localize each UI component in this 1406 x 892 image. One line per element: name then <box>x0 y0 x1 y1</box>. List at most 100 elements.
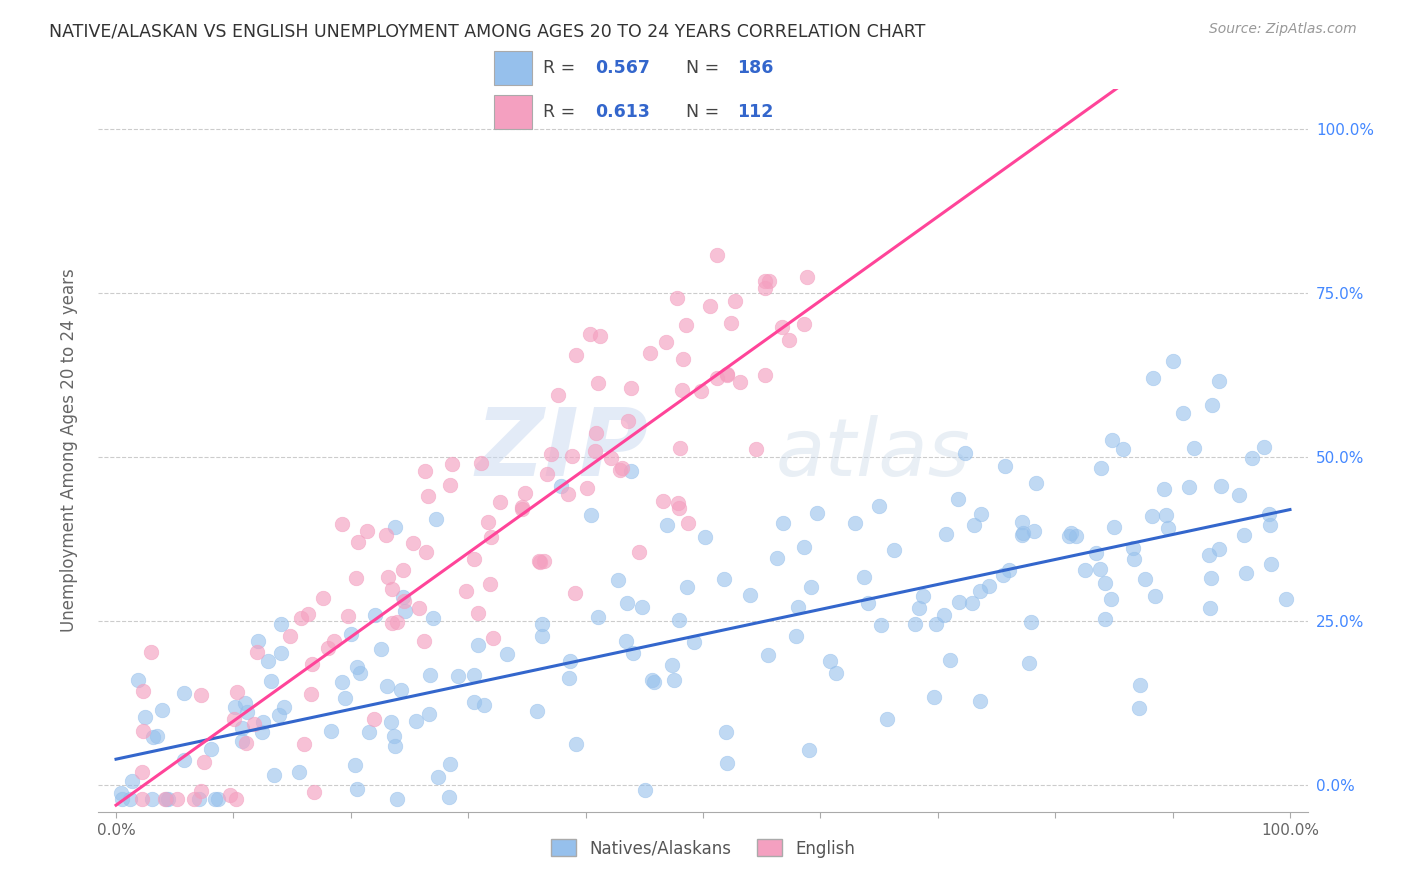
Point <box>716 756 738 771</box>
Legend: Natives/Alaskans, English: Natives/Alaskans, English <box>551 839 855 857</box>
Point <box>415 545 437 559</box>
Point <box>236 705 259 719</box>
Point <box>1018 657 1040 671</box>
Point <box>1102 520 1125 534</box>
Point <box>127 673 149 688</box>
Point <box>246 645 269 659</box>
Point <box>640 346 662 360</box>
Point <box>155 791 177 805</box>
Text: ZIP: ZIP <box>475 404 648 497</box>
Point <box>477 516 499 530</box>
Point <box>319 723 342 738</box>
Point <box>754 281 776 295</box>
Point <box>392 594 415 608</box>
Point <box>231 734 253 748</box>
Text: NATIVE/ALASKAN VS ENGLISH UNEMPLOYMENT AMONG AGES 20 TO 24 YEARS CORRELATION CHA: NATIVE/ALASKAN VS ENGLISH UNEMPLOYMENT A… <box>49 22 925 40</box>
Point <box>440 457 463 471</box>
Point <box>510 502 533 516</box>
Point <box>467 639 489 653</box>
Point <box>547 388 569 402</box>
Point <box>655 518 678 533</box>
Point <box>1154 508 1177 522</box>
Point <box>299 687 322 701</box>
Point <box>588 376 610 390</box>
Point <box>336 609 359 624</box>
Point <box>661 658 683 673</box>
Point <box>876 712 898 726</box>
Point <box>676 516 699 530</box>
Point <box>675 318 697 333</box>
Point <box>1140 509 1163 524</box>
Point <box>1129 678 1152 692</box>
Point <box>564 586 586 600</box>
Text: R =: R = <box>543 103 581 120</box>
Point <box>672 352 695 367</box>
Point <box>948 595 970 609</box>
Point <box>257 654 280 668</box>
Point <box>932 607 955 622</box>
Point <box>425 512 447 526</box>
Point <box>233 696 256 710</box>
Point <box>651 494 673 508</box>
Point <box>793 540 815 554</box>
Point <box>1275 591 1298 606</box>
Point <box>668 613 690 627</box>
Point <box>620 382 643 396</box>
Point <box>363 712 385 726</box>
Point <box>530 630 553 644</box>
Point <box>246 634 269 648</box>
Point <box>333 691 356 706</box>
Point <box>960 596 983 610</box>
Point <box>1208 541 1230 556</box>
Point <box>419 667 441 681</box>
Point <box>318 641 340 656</box>
Point <box>139 645 162 659</box>
Point <box>1234 566 1257 581</box>
Point <box>564 347 586 361</box>
Point <box>111 791 134 805</box>
Point <box>252 714 274 729</box>
Point <box>1122 552 1144 566</box>
Point <box>756 648 779 662</box>
Point <box>655 335 678 350</box>
Point <box>1094 612 1116 626</box>
Point <box>1253 440 1275 454</box>
Y-axis label: Unemployment Among Ages 20 to 24 years: Unemployment Among Ages 20 to 24 years <box>59 268 77 632</box>
Point <box>765 550 787 565</box>
Point <box>868 499 890 513</box>
Point <box>616 596 638 610</box>
Point <box>173 753 195 767</box>
Point <box>402 536 425 550</box>
Point <box>1153 482 1175 496</box>
Point <box>387 791 409 805</box>
Point <box>439 756 461 771</box>
Point <box>1101 433 1123 447</box>
Point <box>665 291 688 305</box>
Point <box>1112 442 1135 456</box>
Point <box>1084 546 1107 560</box>
Point <box>392 563 415 577</box>
Point <box>1012 526 1035 541</box>
Point <box>620 465 643 479</box>
Point <box>343 758 366 772</box>
Point <box>273 699 295 714</box>
Point <box>339 626 361 640</box>
Point <box>908 601 931 615</box>
Point <box>1171 406 1194 420</box>
Point <box>1144 589 1167 603</box>
Point <box>231 721 253 735</box>
Point <box>204 791 226 805</box>
Point <box>287 765 309 780</box>
Point <box>479 531 502 545</box>
Point <box>385 615 408 629</box>
Point <box>1198 548 1220 562</box>
Point <box>134 710 156 724</box>
Point <box>963 518 986 533</box>
Point <box>131 791 153 805</box>
Point <box>586 610 609 624</box>
Point <box>738 588 761 602</box>
Text: Source: ZipAtlas.com: Source: ZipAtlas.com <box>1209 22 1357 37</box>
Point <box>408 601 430 615</box>
Text: R =: R = <box>543 59 581 77</box>
Point <box>207 791 229 805</box>
